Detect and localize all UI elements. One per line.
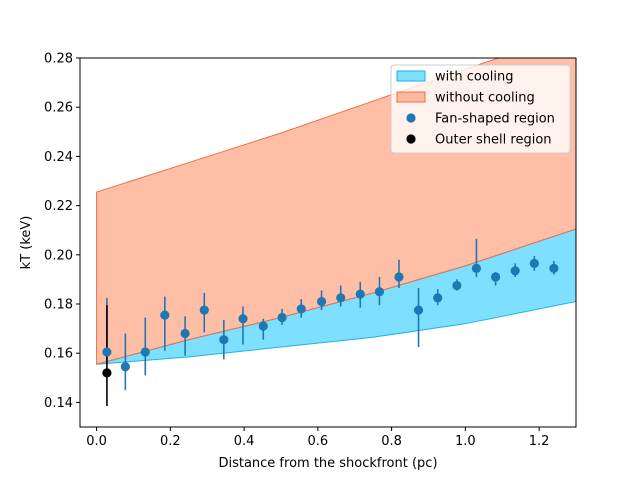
data-point-outer-shell <box>102 368 112 378</box>
y-axis: 0.14 0.16 0.18 0.20 0.22 0.24 0.26 0.28 <box>44 52 80 411</box>
x-tick-label: 1.0 <box>455 434 476 449</box>
legend-box <box>390 64 571 154</box>
data-point-fan-shaped <box>160 310 170 320</box>
data-point-fan-shaped <box>374 287 385 297</box>
legend-marker-outer-shell <box>406 134 416 144</box>
legend-label-with-cooling: with cooling <box>435 70 513 85</box>
data-point-fan-shaped <box>219 335 229 345</box>
data-point-fan-shaped <box>491 272 501 282</box>
data-point-fan-shaped <box>336 293 346 303</box>
data-point-fan-shaped <box>471 263 482 273</box>
y-axis-label: kT (keV) <box>19 216 34 270</box>
data-point-fan-shaped <box>140 347 150 357</box>
x-tick-label: 0.0 <box>86 434 107 449</box>
legend-label-outer-shell: Outer shell region <box>435 133 552 148</box>
data-point-fan-shaped <box>102 347 112 357</box>
data-point-fan-shaped <box>238 314 248 324</box>
legend-marker-fan-shaped <box>406 113 416 123</box>
legend: with cooling without cooling Fan-shaped re… <box>390 64 571 154</box>
x-axis: 0.0 0.2 0.4 0.6 0.8 1.0 1.2 <box>86 427 549 449</box>
data-point-fan-shaped <box>433 293 443 303</box>
data-point-fan-shaped <box>180 328 190 339</box>
data-point-fan-shaped <box>120 362 130 372</box>
data-point-fan-shaped <box>394 272 404 282</box>
y-tick-label: 0.24 <box>44 150 73 165</box>
y-tick-label: 0.14 <box>44 396 73 411</box>
legend-label-fan-shaped: Fan-shaped region <box>435 112 555 127</box>
data-point-fan-shaped <box>277 312 287 323</box>
y-tick-label: 0.22 <box>44 199 73 214</box>
data-point-fan-shaped <box>355 289 365 299</box>
data-point-fan-shaped <box>316 296 327 307</box>
data-point-fan-shaped <box>549 263 559 273</box>
y-tick-label: 0.16 <box>44 347 73 362</box>
x-axis-label: Distance from the shockfront (pc) <box>218 456 437 471</box>
y-tick-label: 0.20 <box>44 248 73 263</box>
data-point-fan-shaped <box>529 258 539 269</box>
x-tick-label: 0.2 <box>160 434 181 449</box>
data-point-fan-shaped <box>258 321 268 331</box>
x-tick-label: 1.2 <box>529 434 550 449</box>
plot-frame <box>79 57 577 428</box>
y-tick-label: 0.28 <box>44 52 73 67</box>
legend-swatch-without-cooling <box>396 91 426 103</box>
legend-label-without-cooling: without cooling <box>435 91 535 106</box>
data-point-fan-shaped <box>413 305 424 315</box>
x-tick-label: 0.6 <box>308 434 329 449</box>
data-point-fan-shaped <box>452 280 462 291</box>
data-point-fan-shaped <box>510 266 520 276</box>
data-point-fan-shaped <box>199 305 209 315</box>
points-layer <box>102 258 559 378</box>
legend-swatch-with-cooling <box>396 70 426 82</box>
x-tick-label: 0.4 <box>234 434 255 449</box>
y-tick-label: 0.26 <box>44 101 73 116</box>
x-tick-label: 0.8 <box>381 434 402 449</box>
data-point-fan-shaped <box>296 304 306 314</box>
y-tick-label: 0.18 <box>44 298 73 313</box>
